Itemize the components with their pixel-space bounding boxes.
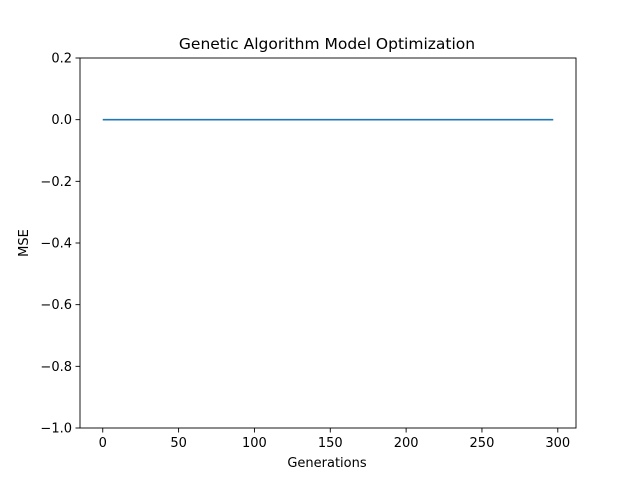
y-tick-label: −0.2 [40,175,72,190]
x-tick-label: 200 [394,436,419,451]
y-tick-label: 0.0 [51,113,72,128]
x-tick-label: 50 [170,436,187,451]
x-tick-label: 0 [99,436,107,451]
y-axis-label: MSE [17,229,32,257]
x-tick-label: 100 [242,436,267,451]
x-axis-label: Generations [287,456,367,471]
x-tick-label: 250 [470,436,495,451]
y-tick-label: −1.0 [40,422,72,437]
y-tick-label: −0.8 [40,360,72,375]
x-tick-label: 300 [545,436,570,451]
plot-area: 0 50 100 150 200 250 300 −1.0 −0.8 −0.6 −0.4 −0.2 0.… [40,52,577,451]
y-tick-label: −0.4 [40,237,72,252]
chart-title: Genetic Algorithm Model Optimization [179,35,475,53]
x-tick-label: 150 [318,436,343,451]
y-tick-label: −0.6 [40,298,72,313]
y-tick-label: 0.2 [51,52,72,67]
